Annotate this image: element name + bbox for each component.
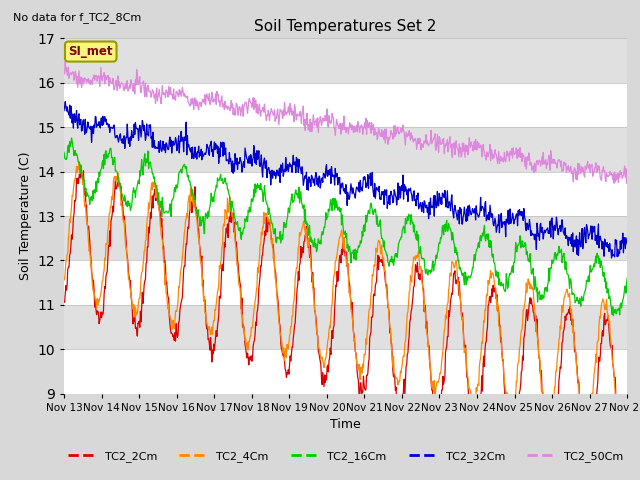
TC2_4Cm [75,159,83,165]
TC2_16Cm [461,271,469,277]
TC2_32Cm [207,138,215,144]
TC2_2Cm [623,466,631,471]
TC2_16Cm [122,202,130,208]
TC2_4Cm [301,229,309,235]
Bar [64,83,627,127]
Legend: TC2_2Cm, TC2_4Cm, TC2_16Cm, TC2_32Cm, TC2_50Cm: TC2_2Cm, TC2_4Cm, TC2_16Cm, TC2_32Cm, TC… [64,446,627,466]
TC2_50Cm [610,180,618,186]
TC2_32Cm [122,134,130,140]
TC2_50Cm [60,71,68,77]
TC2_32Cm [608,255,616,261]
TC2_50Cm [623,176,631,182]
TC2_50Cm [207,97,215,103]
Line: TC2_32Cm: TC2_32Cm [64,102,627,258]
TC2_32Cm [485,209,493,215]
TC2_4Cm [60,277,68,283]
Bar [64,172,627,216]
TC2_32Cm [547,234,555,240]
TC2_16Cm [60,149,68,155]
TC2_50Cm [461,142,469,148]
TC2_16Cm [485,244,493,250]
TC2_16Cm [68,135,76,141]
TC2_4Cm [618,443,625,449]
Bar [64,38,627,83]
TC2_4Cm [207,326,215,332]
Text: No data for f_TC2_8Cm: No data for f_TC2_8Cm [13,12,141,23]
TC2_32Cm [623,241,631,247]
TC2_2Cm [60,299,68,305]
TC2_4Cm [461,345,469,351]
TC2_16Cm [301,206,309,212]
TC2_32Cm [461,215,469,220]
TC2_2Cm [485,302,493,308]
TC2_50Cm [485,150,493,156]
Bar [64,260,627,305]
TC2_2Cm [122,237,130,242]
TC2_16Cm [547,265,555,271]
TC2_2Cm [621,467,629,472]
Y-axis label: Soil Temperature (C): Soil Temperature (C) [19,152,31,280]
TC2_2Cm [461,342,469,348]
TC2_2Cm [547,445,555,451]
TC2_4Cm [623,425,631,431]
TC2_32Cm [301,173,309,179]
TC2_16Cm [623,275,631,281]
Bar [64,127,627,171]
TC2_4Cm [122,244,130,250]
TC2_50Cm [301,128,309,133]
Bar [64,349,627,394]
TC2_16Cm [609,313,617,319]
Line: TC2_2Cm: TC2_2Cm [64,170,627,469]
X-axis label: Time: Time [330,418,361,431]
TC2_2Cm [77,167,84,173]
Title: Soil Temperatures Set 2: Soil Temperatures Set 2 [255,20,436,35]
Bar [64,216,627,260]
Line: TC2_16Cm: TC2_16Cm [64,138,627,316]
TC2_4Cm [485,282,493,288]
TC2_50Cm [122,85,130,91]
Text: SI_met: SI_met [68,45,113,58]
TC2_50Cm [547,148,555,154]
TC2_32Cm [61,99,69,105]
Line: TC2_50Cm: TC2_50Cm [64,61,627,183]
TC2_4Cm [547,407,555,413]
TC2_16Cm [207,190,215,196]
TC2_32Cm [60,108,68,114]
TC2_2Cm [207,344,215,350]
Bar [64,305,627,349]
TC2_50Cm [61,59,69,64]
TC2_2Cm [301,232,309,238]
Line: TC2_4Cm: TC2_4Cm [64,162,627,446]
